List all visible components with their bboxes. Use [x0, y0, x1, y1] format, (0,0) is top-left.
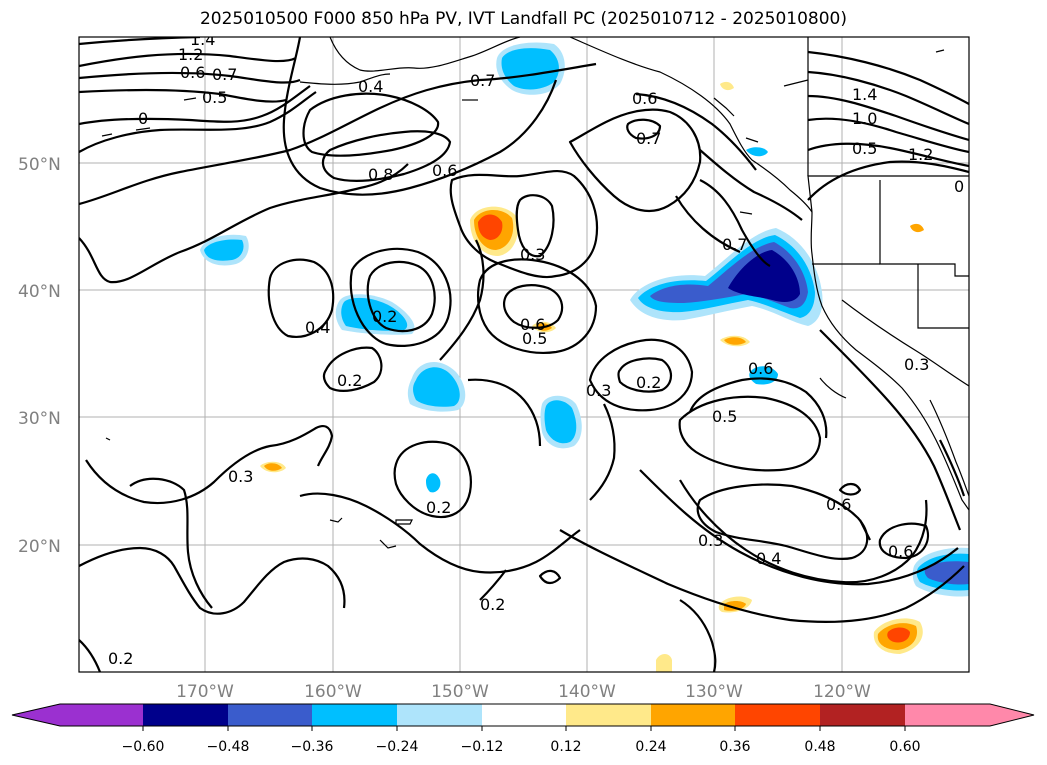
- colorbar-segment: [905, 704, 990, 726]
- contour-label: 0.5: [522, 329, 547, 348]
- colorbar-segment: [60, 704, 143, 726]
- colorbar-segments: [12, 704, 1034, 726]
- colorbar-outline: [11, 703, 1035, 727]
- colorbar-segment: [312, 704, 397, 726]
- contour-label: 0.4: [305, 318, 330, 337]
- contour-label: 0.8: [368, 165, 393, 184]
- contour-label: 0.2: [108, 649, 133, 668]
- contour-label: 0: [138, 109, 148, 128]
- lat-label-30n: 30°N: [18, 409, 61, 429]
- longitude-labels: 170°W 160°W 150°W 140°W 130°W 120°W: [176, 682, 871, 702]
- colorbar-segment: [651, 704, 735, 726]
- contour-label: 0.6: [632, 89, 657, 108]
- contour-label: 0.5: [202, 88, 227, 107]
- contour-label: 0.7: [470, 71, 495, 90]
- coastlines: [101, 37, 969, 549]
- contour-label: 0.6: [888, 542, 913, 561]
- colorbar-tick-label: −0.36: [291, 739, 334, 755]
- pv-contours: [79, 37, 969, 672]
- colorbar-tick-labels: −0.60 −0.48 −0.36 −0.24 −0.12 0.12 0.24 …: [122, 739, 921, 755]
- colorbar-tick-label: −0.12: [461, 739, 504, 755]
- colorbar-segment: [735, 704, 820, 726]
- map-plot-area: 1.4 1.2 0.6 0.7 0.5 0.4 0.7 0.6 0.7 1.4 …: [79, 30, 969, 672]
- colorbar-tick-label: 0.36: [719, 739, 750, 755]
- contour-label: 0.4: [756, 549, 781, 568]
- lon-label-140w: 140°W: [558, 682, 616, 702]
- ivt-pc-shading: [200, 42, 969, 672]
- contour-label: 0.6: [520, 315, 545, 334]
- contour-label: 0.3: [520, 245, 545, 264]
- contour-label: 0.3: [228, 467, 253, 486]
- contour-label: 0.6: [180, 63, 205, 82]
- contour-label: 0.3: [698, 531, 723, 550]
- lat-label-40n: 40°N: [18, 282, 61, 302]
- colorbar: −0.60 −0.48 −0.36 −0.24 −0.12 0.12 0.24 …: [11, 703, 1035, 755]
- colorbar-ticks: [142, 726, 906, 731]
- colorbar-extend-low: [12, 704, 60, 726]
- contour-label: 0.7: [212, 65, 237, 84]
- lon-label-130w: 130°W: [685, 682, 743, 702]
- colorbar-segment: [397, 704, 482, 726]
- contour-label: 0.2: [480, 595, 505, 614]
- latitude-labels: 50°N 40°N 30°N 20°N: [18, 155, 61, 557]
- contour-label: 0.2: [372, 307, 397, 326]
- map-title: 2025010500 F000 850 hPa PV, IVT Landfall…: [199, 9, 847, 29]
- contour-label: 0: [954, 177, 964, 196]
- contour-label: 0.5: [712, 407, 737, 426]
- contour-label: 0.6: [826, 495, 851, 514]
- contour-label: 0.6: [748, 359, 773, 378]
- colorbar-tick-label: −0.48: [207, 739, 250, 755]
- colorbar-tick-label: 0.12: [550, 739, 581, 755]
- colorbar-tick-label: −0.60: [122, 739, 165, 755]
- colorbar-segment: [820, 704, 905, 726]
- lat-label-20n: 20°N: [18, 537, 61, 557]
- contour-label: 0.2: [636, 373, 661, 392]
- colorbar-tick-label: 0.24: [635, 739, 666, 755]
- colorbar-segment: [143, 704, 228, 726]
- colorbar-tick-label: −0.24: [376, 739, 419, 755]
- contour-label: 0.6: [432, 161, 457, 180]
- map-frame: [78, 36, 970, 673]
- contour-label: 0.3: [904, 355, 929, 374]
- contour-label: 1.2: [908, 145, 933, 164]
- lon-label-170w: 170°W: [176, 682, 234, 702]
- contour-label: 1.0: [852, 109, 877, 128]
- contour-labels: 1.4 1.2 0.6 0.7 0.5 0.4 0.7 0.6 0.7 1.4 …: [108, 30, 964, 668]
- contour-label: 0.7: [722, 235, 747, 254]
- contour-label: 0.3: [586, 381, 611, 400]
- contour-label: 1.4: [852, 85, 877, 104]
- contour-label: 0.2: [426, 498, 451, 517]
- contour-label: 0.4: [358, 77, 383, 96]
- colorbar-segment: [566, 704, 651, 726]
- colorbar-segment: [482, 704, 566, 726]
- contour-label: 0.2: [337, 371, 362, 390]
- colorbar-tick-label: 0.60: [889, 739, 920, 755]
- contour-label: 0.7: [636, 129, 661, 148]
- lon-label-120w: 120°W: [813, 682, 871, 702]
- contour-label: 1.2: [178, 45, 203, 64]
- colorbar-segment: [228, 704, 312, 726]
- contour-label: 0.5: [852, 139, 877, 158]
- colorbar-extend-high: [990, 704, 1034, 726]
- contour-label: 1.4: [190, 30, 215, 49]
- lon-label-150w: 150°W: [431, 682, 489, 702]
- lon-label-160w: 160°W: [304, 682, 362, 702]
- colorbar-tick-label: 0.48: [804, 739, 835, 755]
- lat-label-50n: 50°N: [18, 155, 61, 175]
